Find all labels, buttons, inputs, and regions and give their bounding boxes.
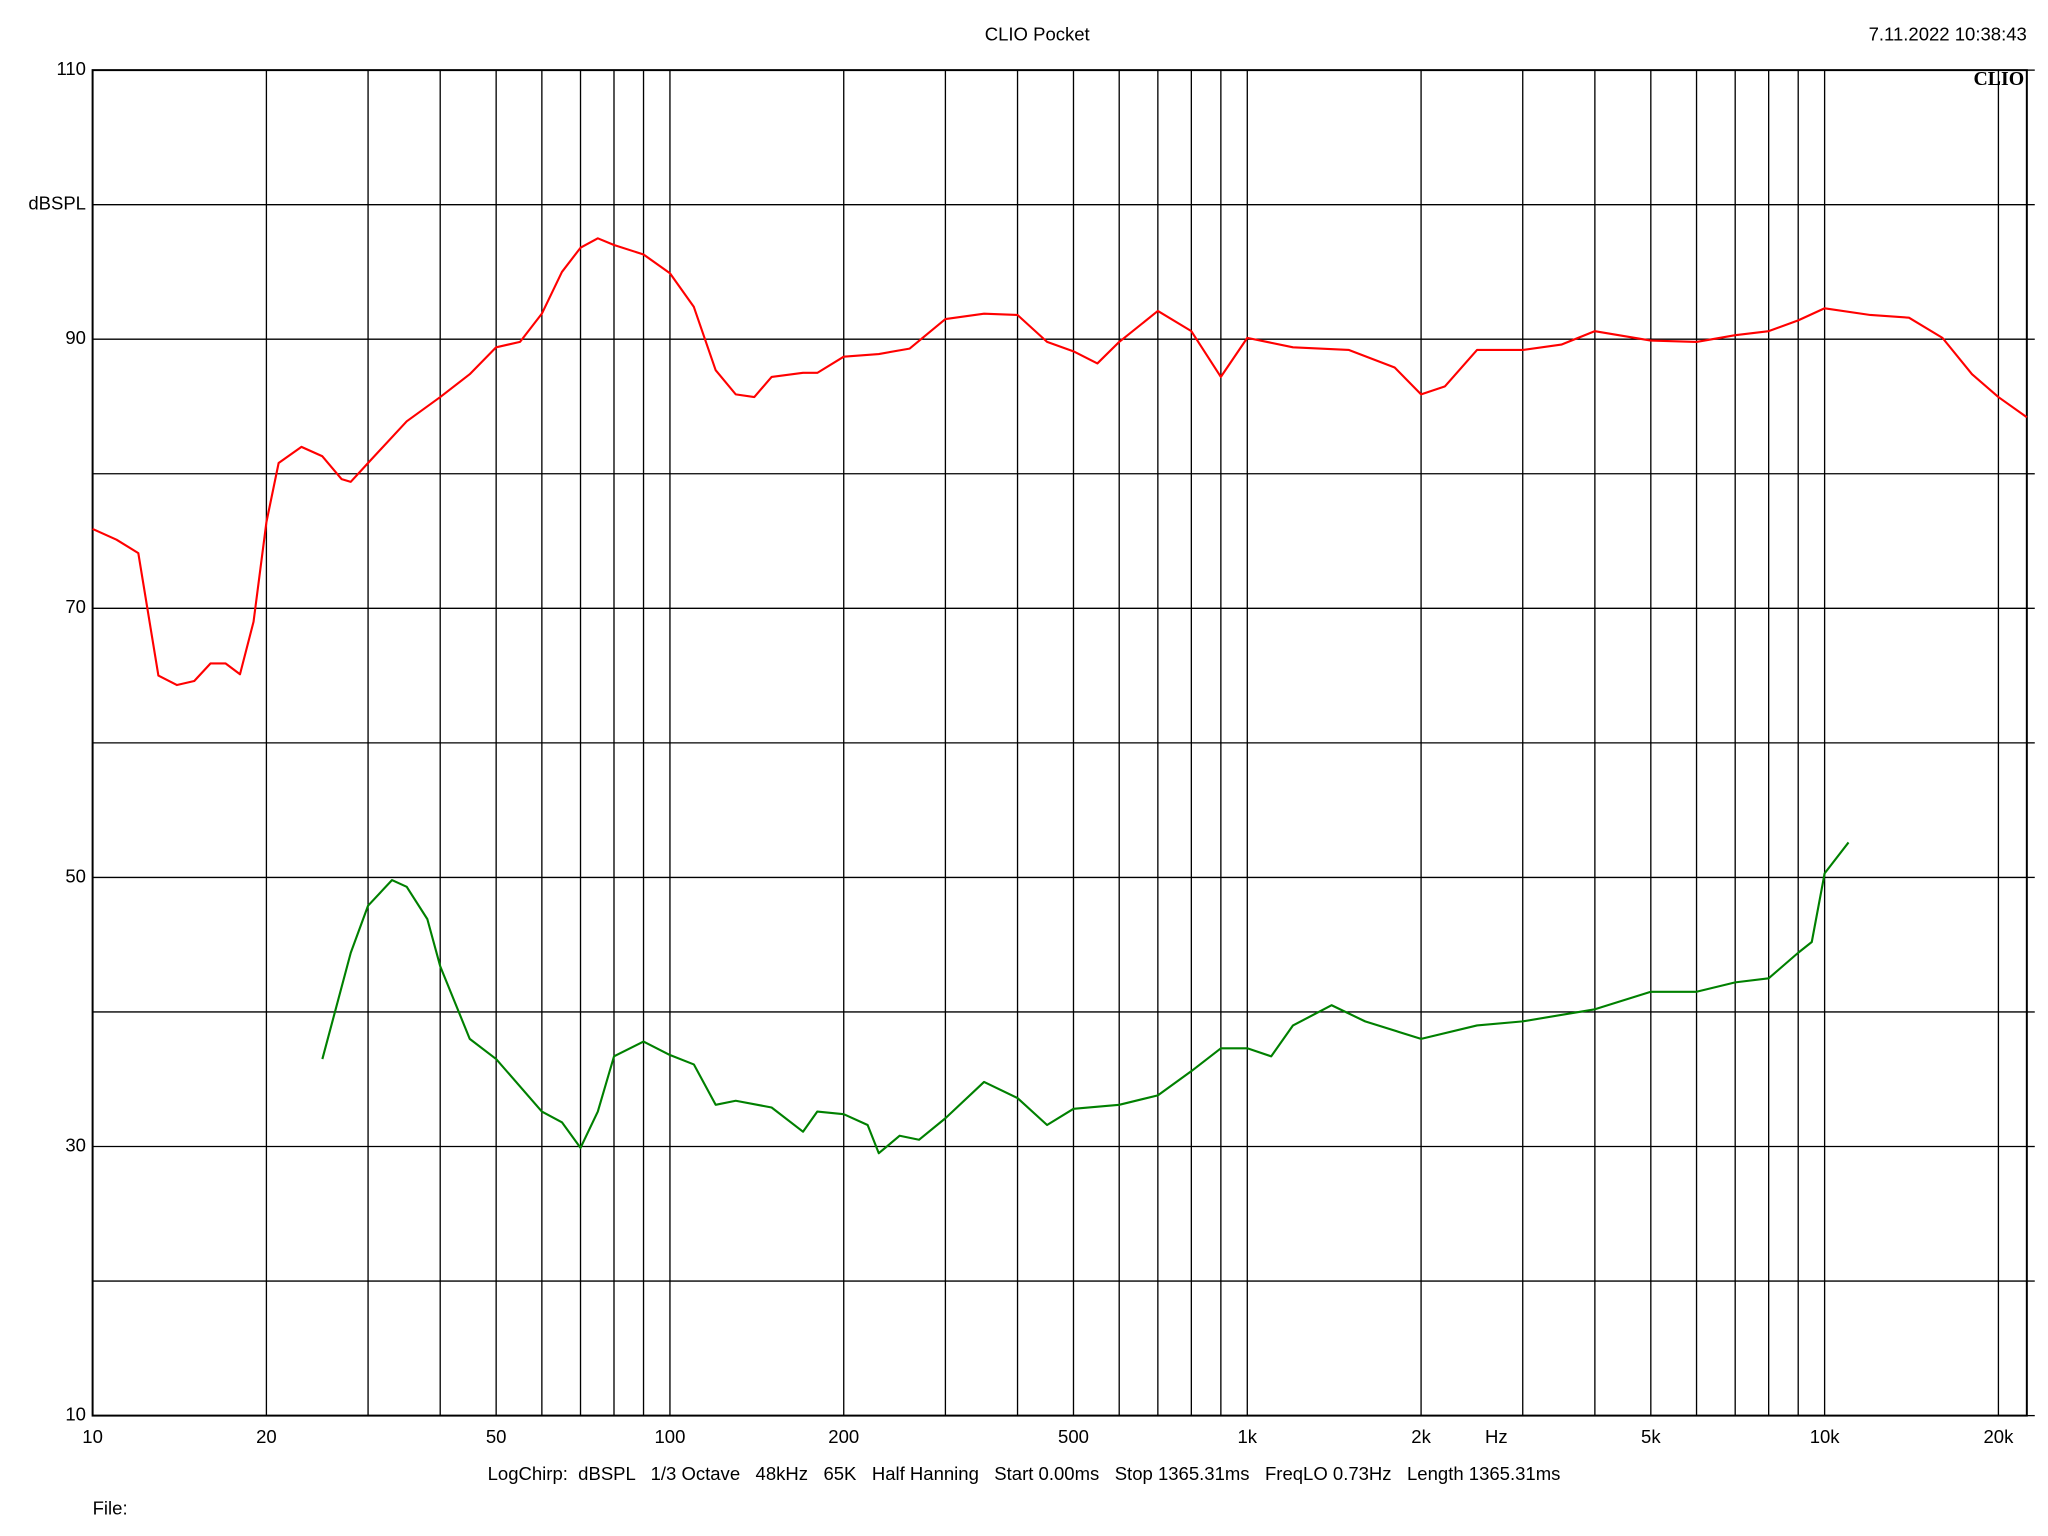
y-tick-label: 90 bbox=[65, 327, 86, 348]
x-tick-label: 200 bbox=[828, 1426, 859, 1447]
x-tick-label: 500 bbox=[1058, 1426, 1089, 1447]
x-axis-label: Hz bbox=[1485, 1426, 1508, 1447]
x-tick-label: 1k bbox=[1238, 1426, 1258, 1447]
line-series bbox=[321, 841, 1850, 1155]
x-tick-label: 20k bbox=[1983, 1426, 2014, 1447]
x-tick-label: 20 bbox=[256, 1426, 277, 1447]
x-tick-label: 10 bbox=[82, 1426, 103, 1447]
footer: LogChirp: dBSPL 1/3 Octave 48kHz 65K Hal… bbox=[488, 1463, 1561, 1484]
y-tick-label: 70 bbox=[65, 596, 86, 617]
x-tick-label: 2k bbox=[1411, 1426, 1431, 1447]
chart-title: CLIO Pocket bbox=[985, 24, 1091, 45]
y-tick-label: 50 bbox=[65, 865, 86, 886]
y-tick-label: 110 bbox=[56, 58, 86, 79]
timestamp: 7.11.2022 10:38:43 bbox=[1869, 24, 2027, 45]
plot-frame bbox=[91, 69, 2028, 1417]
line-series bbox=[92, 237, 2028, 687]
y-tick-label: dBSPL bbox=[28, 193, 86, 214]
y-tick-label: 30 bbox=[65, 1134, 86, 1155]
file-label: File: bbox=[93, 1497, 128, 1518]
x-tick-label: 10k bbox=[1810, 1426, 1841, 1447]
y-tick-label: 10 bbox=[65, 1403, 86, 1424]
x-tick-label: 50 bbox=[486, 1426, 507, 1447]
x-tick-label: 5k bbox=[1641, 1426, 1661, 1447]
x-tick-label: 100 bbox=[654, 1426, 685, 1447]
